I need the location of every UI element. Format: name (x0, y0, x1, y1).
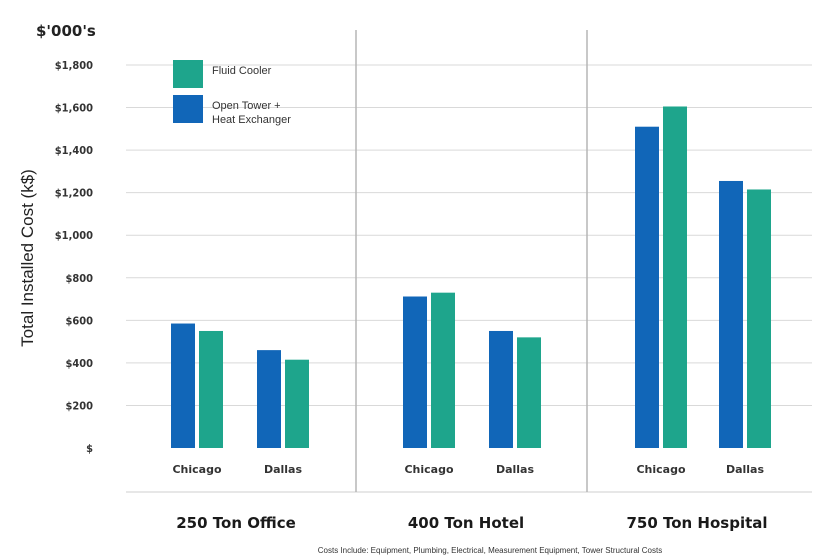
category-label: Chicago (404, 463, 453, 476)
y-tick-label: $1,400 (55, 144, 93, 157)
legend: Fluid Cooler Open Tower + Heat Exchanger (173, 60, 291, 126)
bar (489, 330, 513, 448)
bar (517, 337, 541, 448)
y-tick-label: $1,600 (55, 102, 93, 115)
footnote: Costs Include: Equipment, Plumbing, Elec… (318, 546, 662, 555)
bar (431, 292, 455, 448)
y-tick-label: $600 (65, 314, 93, 327)
y-tick-label: $1,200 (55, 187, 93, 200)
group-label: 400 Ton Hotel (408, 514, 524, 532)
category-label: Chicago (172, 463, 221, 476)
y-tick-label: $1,000 (55, 229, 93, 242)
bar (199, 330, 223, 448)
legend-swatch (173, 95, 203, 123)
bar (257, 350, 281, 448)
category-label: Dallas (496, 463, 535, 476)
category-labels: Chicago Dallas Chicago Dallas Chicago Dallas (172, 463, 764, 476)
bar (285, 359, 309, 448)
category-label: Dallas (726, 463, 765, 476)
y-tick-label: $1,800 (55, 59, 93, 72)
bar (171, 323, 195, 448)
legend-label: Open Tower + (212, 100, 281, 112)
legend-label: Fluid Cooler (212, 65, 272, 77)
group-labels: 250 Ton Office 400 Ton Hotel 750 Ton Hospi… (176, 514, 767, 532)
group-dividers (355, 30, 588, 492)
bars (171, 106, 771, 449)
y-axis-ticks: $ $200 $400 $600 $800 $1,000 $1,200 $1,400 $1,60… (55, 59, 93, 455)
category-label: Dallas (264, 463, 303, 476)
bar (635, 126, 659, 448)
y-tick-label: $ (86, 442, 93, 455)
group-label: 750 Ton Hospital (626, 514, 767, 532)
bar (403, 296, 427, 448)
group-label: 250 Ton Office (176, 514, 296, 532)
unit-label: $'000's (36, 22, 96, 40)
category-label: Chicago (636, 463, 685, 476)
legend-swatch (173, 60, 203, 88)
legend-label: Heat Exchanger (212, 114, 291, 126)
y-tick-label: $800 (65, 272, 93, 285)
bar (663, 106, 687, 448)
bar (719, 180, 743, 449)
y-tick-label: $400 (65, 357, 93, 370)
y-axis-label: Total Installed Cost (k$) (18, 169, 37, 347)
bar (747, 189, 771, 448)
gridlines (126, 64, 812, 493)
y-tick-label: $200 (65, 399, 93, 412)
